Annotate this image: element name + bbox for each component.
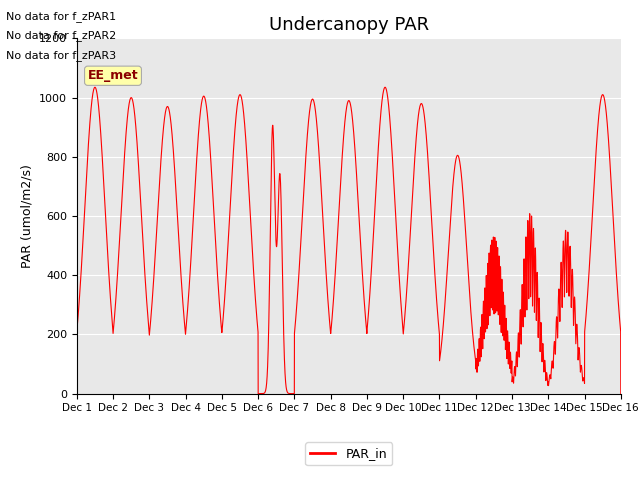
Text: No data for f_zPAR2: No data for f_zPAR2 [6,30,116,41]
Text: No data for f_zPAR3: No data for f_zPAR3 [6,49,116,60]
Text: EE_met: EE_met [88,69,138,82]
Legend: PAR_in: PAR_in [305,443,392,466]
Title: Undercanopy PAR: Undercanopy PAR [269,16,429,34]
Text: No data for f_zPAR1: No data for f_zPAR1 [6,11,116,22]
Y-axis label: PAR (umol/m2/s): PAR (umol/m2/s) [20,164,33,268]
